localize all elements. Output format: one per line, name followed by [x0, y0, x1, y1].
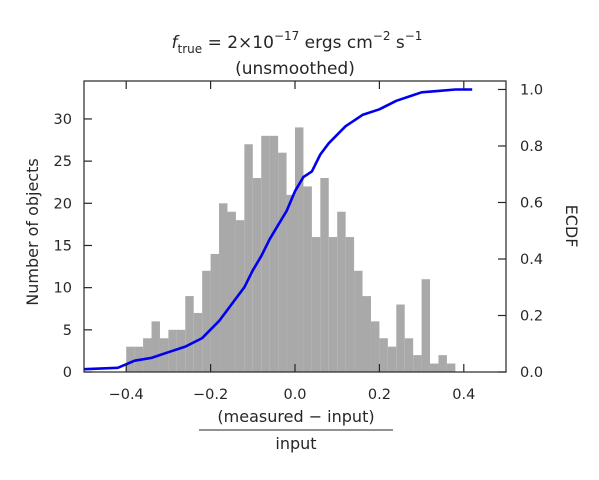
y-right-tick-label: 0.4: [520, 252, 543, 268]
title-line-1: ftrue = 2×10−17 ergs cm−2 s−1: [172, 29, 423, 56]
y-right-tick-label: 0.2: [520, 308, 543, 324]
x-tick-label: 0.4: [452, 387, 475, 403]
y-axis-right-ticks: 0.0 0.2 0.4 0.6 0.8 1.0: [498, 82, 543, 381]
histogram-bar: [320, 178, 329, 372]
y-left-tick-label: 15: [54, 238, 72, 254]
chart-title: ftrue = 2×10−17 ergs cm−2 s−1 (unsmoothe…: [172, 29, 423, 79]
y-axis-left-ticks: 0 5 10 15 20 25 30: [54, 112, 92, 381]
x-tick-label: −0.2: [193, 387, 228, 403]
x-tick-label: 0.2: [368, 387, 391, 403]
histogram-bar: [311, 237, 321, 372]
histogram-bar: [193, 312, 203, 372]
histogram-bar: [244, 144, 253, 372]
histogram-bar: [235, 220, 245, 372]
histogram-bar: [185, 296, 194, 372]
histogram-bar: [126, 346, 135, 372]
histogram-bar: [210, 253, 220, 372]
histogram-bars: [126, 127, 456, 373]
histogram-bar: [151, 321, 160, 372]
y-left-tick-label: 0: [63, 365, 72, 381]
ecdf-layer: [83, 88, 473, 371]
histogram-bar: [396, 304, 405, 372]
y-right-tick-label: 0.0: [520, 365, 543, 381]
histogram-bar: [143, 338, 152, 372]
histogram-bar: [404, 338, 414, 372]
title-line-2: (unsmoothed): [235, 59, 355, 79]
x-axis-ticks: −0.4 −0.2 0.0 0.2 0.4: [109, 81, 475, 403]
histogram-bar: [295, 127, 304, 373]
histogram-bar: [430, 363, 439, 372]
histogram-bar: [261, 135, 270, 372]
histogram-bar: [202, 270, 211, 372]
y-right-tick-label: 0.6: [520, 195, 543, 211]
histogram-bar: [328, 237, 338, 372]
histogram-bar: [370, 321, 380, 372]
y-axis-right-label: ECDF: [562, 205, 581, 248]
x-axis-label-denominator: input: [275, 434, 316, 453]
histogram-bar: [227, 211, 236, 372]
histogram-bar: [379, 338, 388, 372]
histogram-bar: [176, 329, 186, 372]
histogram-bar: [278, 152, 287, 372]
histogram-bar: [286, 194, 295, 372]
histogram-bar: [438, 355, 447, 372]
histogram-bar: [413, 355, 422, 372]
histogram-bar: [446, 363, 456, 372]
histogram-bar: [269, 135, 279, 372]
y-left-tick-label: 5: [63, 323, 72, 339]
y-axis-left-label: Number of objects: [23, 158, 42, 306]
y-right-tick-label: 1.0: [520, 82, 543, 98]
y-right-tick-label: 0.8: [520, 139, 543, 155]
histogram-bar: [303, 186, 312, 372]
y-left-tick-label: 30: [54, 112, 72, 128]
y-left-tick-label: 20: [54, 196, 72, 212]
histogram-bar: [354, 270, 363, 372]
histogram-bar: [337, 211, 346, 372]
histogram-bar: [421, 279, 431, 372]
histogram-bar: [362, 296, 371, 372]
x-tick-label: −0.4: [109, 387, 144, 403]
histogram-bar: [219, 203, 228, 372]
y-left-tick-label: 10: [54, 281, 72, 297]
x-tick-label: 0.0: [283, 387, 306, 403]
histogram-bar: [345, 237, 355, 372]
histogram-bar: [387, 346, 397, 372]
y-left-tick-label: 25: [54, 154, 72, 170]
histogram-bar: [252, 178, 262, 372]
x-axis-label-numerator: (measured − input): [217, 407, 374, 426]
ecdf-line: [83, 88, 473, 371]
histogram-bar: [159, 338, 169, 372]
